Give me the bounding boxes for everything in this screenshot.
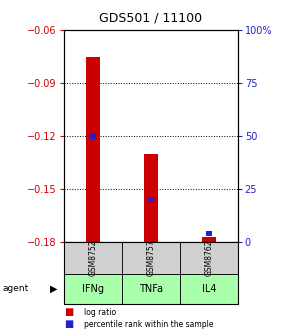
Text: log ratio: log ratio <box>84 308 116 317</box>
Text: GSM8752: GSM8752 <box>88 240 97 276</box>
Text: IFNg: IFNg <box>82 284 104 294</box>
Text: ■: ■ <box>64 307 73 318</box>
Bar <box>148 197 154 202</box>
Text: agent: agent <box>3 285 29 293</box>
Text: ■: ■ <box>64 319 73 329</box>
Bar <box>90 133 96 139</box>
Text: percentile rank within the sample: percentile rank within the sample <box>84 320 214 329</box>
Text: TNFa: TNFa <box>139 284 163 294</box>
Text: GSM8762: GSM8762 <box>204 240 213 276</box>
Bar <box>202 237 216 242</box>
Text: GDS501 / 11100: GDS501 / 11100 <box>99 12 202 25</box>
Text: ▶: ▶ <box>50 284 57 294</box>
Bar <box>86 57 100 242</box>
Bar <box>206 231 212 236</box>
Bar <box>144 154 158 242</box>
Text: IL4: IL4 <box>202 284 216 294</box>
Text: GSM8757: GSM8757 <box>146 240 155 276</box>
